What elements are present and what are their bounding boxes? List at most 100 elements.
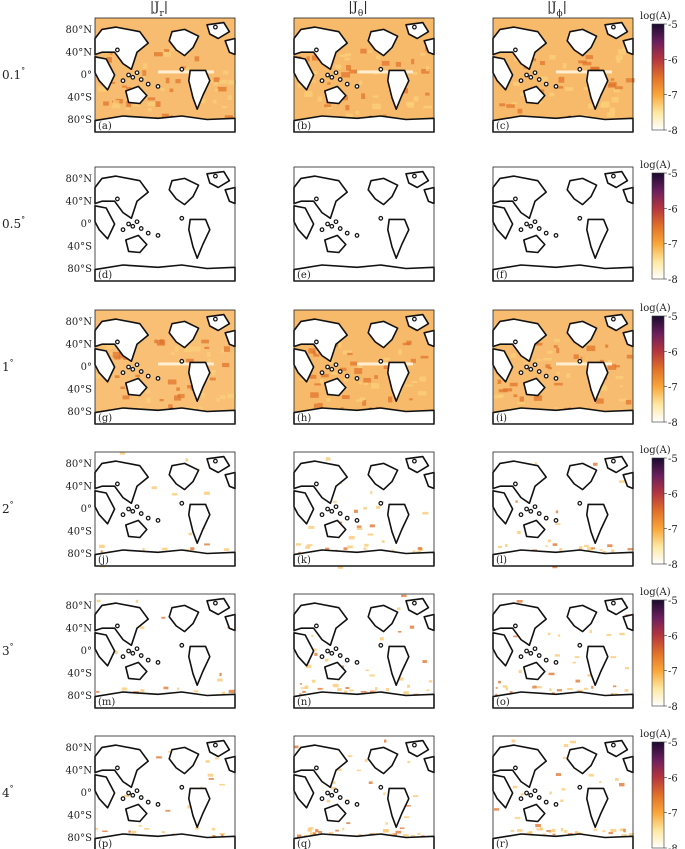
coastline [604,455,629,474]
column-header-3: |Jϕ| [547,0,567,19]
map-panel-c: (c) [492,17,635,133]
map-panel-g: (g) [94,309,236,425]
y-tick-label: 40°N [66,197,93,208]
coastline [94,833,236,849]
coastline [323,234,347,254]
panel-frame [293,17,435,133]
panel-frame [492,451,634,567]
map-panel-m: (m) [94,593,236,709]
panel-frame [293,735,435,849]
coastline [94,407,236,425]
colorbar-tick-label: -6 [668,631,678,642]
coastline [94,460,149,505]
y-tick-label: 40°S [67,527,92,538]
coastline [522,234,546,254]
panel-label: (a) [98,121,112,132]
coastline [386,503,410,545]
colorbar-tick-label: -5 [668,169,678,180]
panel-frame [293,593,435,709]
y-tick-label: 80°S [67,115,92,126]
coastline [293,833,435,849]
panel-label: (q) [297,839,311,849]
colorbar-tick-label: -6 [668,204,678,215]
coastline [566,177,598,206]
coastline [293,744,349,789]
coastline [604,313,629,332]
y-tick-label: 80°N [66,174,93,185]
coastline [566,462,598,491]
colorbar-tick-label: -7 [668,240,678,251]
y-tick-label: 0° [81,219,92,230]
coastline [492,602,548,647]
coastline [188,69,211,110]
y-tick-label: 80°S [67,264,92,275]
panel-frame [492,593,634,709]
colorbar-tick-label: -8 [668,418,678,429]
coastline [94,264,236,282]
colorbar-tick-label: -6 [668,55,678,66]
column-header-1: |Jr| [150,0,168,19]
coastline [405,313,430,332]
coastline [293,549,435,567]
panel-label: (g) [98,413,112,424]
coastline [206,313,231,332]
map-panel-b: (b) [293,17,435,133]
coastline [94,602,149,647]
coastline [522,85,546,105]
coastline [386,787,410,829]
coastline [168,604,200,633]
coastline [293,26,349,71]
coastline [492,115,634,133]
coastline [125,377,148,397]
panel-label: (h) [297,413,311,424]
colorbar-tick-label: -8 [668,560,678,571]
y-tick-label: 80°S [67,833,92,844]
map-panel-a: (a) [94,17,236,133]
map-panel-e: (e) [293,166,435,282]
map-panel-i: (i) [492,309,634,425]
coastline [585,787,609,829]
y-tick-label: 40°N [66,482,93,493]
panel-label: (n) [297,697,311,708]
map-panel-k: (k) [293,451,435,569]
coastline [188,218,211,260]
colorbar-tick-label: -7 [668,809,678,820]
panel-label: (d) [98,270,112,281]
coastline [492,175,548,220]
row-label-2: 0.5° [2,215,25,231]
coastline [323,661,347,681]
coastline [604,21,629,40]
map-panel-h: (h) [293,309,435,425]
colorbar-tick-label: -5 [668,312,678,323]
y-tick-label: 40°S [67,385,92,396]
coastline [566,746,598,775]
coastline [492,26,548,71]
coastline [323,519,347,539]
coastline [168,177,200,206]
panel-frame [293,309,435,425]
y-tick-label: 80°N [66,601,93,612]
coastline [168,462,200,491]
coastline [125,803,148,823]
panel-label: (k) [297,555,311,566]
coastline [293,460,349,505]
y-tick-label: 40°S [67,242,92,253]
coastline [94,549,236,567]
coastline [492,264,634,282]
coastline [492,318,548,363]
colorbar-label: log(A) [640,587,671,598]
coastline [367,746,399,775]
panel-frame [492,309,634,425]
coastline [405,597,430,616]
row-label-6: 4° [2,784,14,800]
coastline [323,85,347,105]
colorbar-label: log(A) [640,445,671,456]
row-label-5: 3° [2,642,14,658]
coastline [206,170,231,189]
map-panel-f: (f) [492,166,634,282]
panel-frame [94,451,236,567]
coastline [522,803,546,823]
map-panel-r: (r) [492,735,635,849]
y-tick-label: 40°N [66,340,93,351]
coastline [293,115,435,133]
